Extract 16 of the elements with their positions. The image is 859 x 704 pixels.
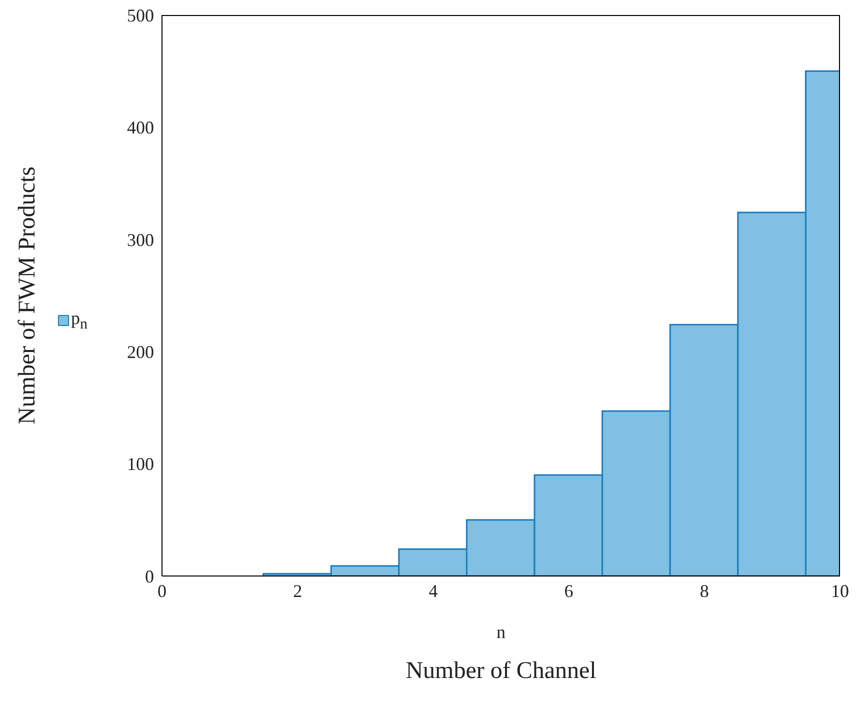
x-axis-title: n: [496, 622, 506, 642]
legend-label: p$_{n}$: [71, 308, 88, 333]
y-tick-label: 500: [127, 5, 154, 26]
x-tick-label: 6: [564, 580, 574, 601]
x-tick-label: 10: [831, 580, 849, 601]
x-tick-label: 8: [700, 580, 709, 601]
text: Number of Channel: [404, 658, 598, 685]
y-tick-label: 100: [127, 454, 154, 474]
x-tick-label: 2: [293, 580, 302, 601]
x-tick-label: 4: [428, 580, 438, 601]
y-axis-title: Number of FWM Products: [14, 166, 41, 424]
y-tick-label: 300: [127, 230, 154, 250]
y-tick-label: 200: [127, 342, 154, 362]
x-tick-label: 0: [158, 580, 166, 601]
y-tick-label: 0: [145, 566, 154, 586]
y-tick-label: 400: [127, 118, 154, 138]
